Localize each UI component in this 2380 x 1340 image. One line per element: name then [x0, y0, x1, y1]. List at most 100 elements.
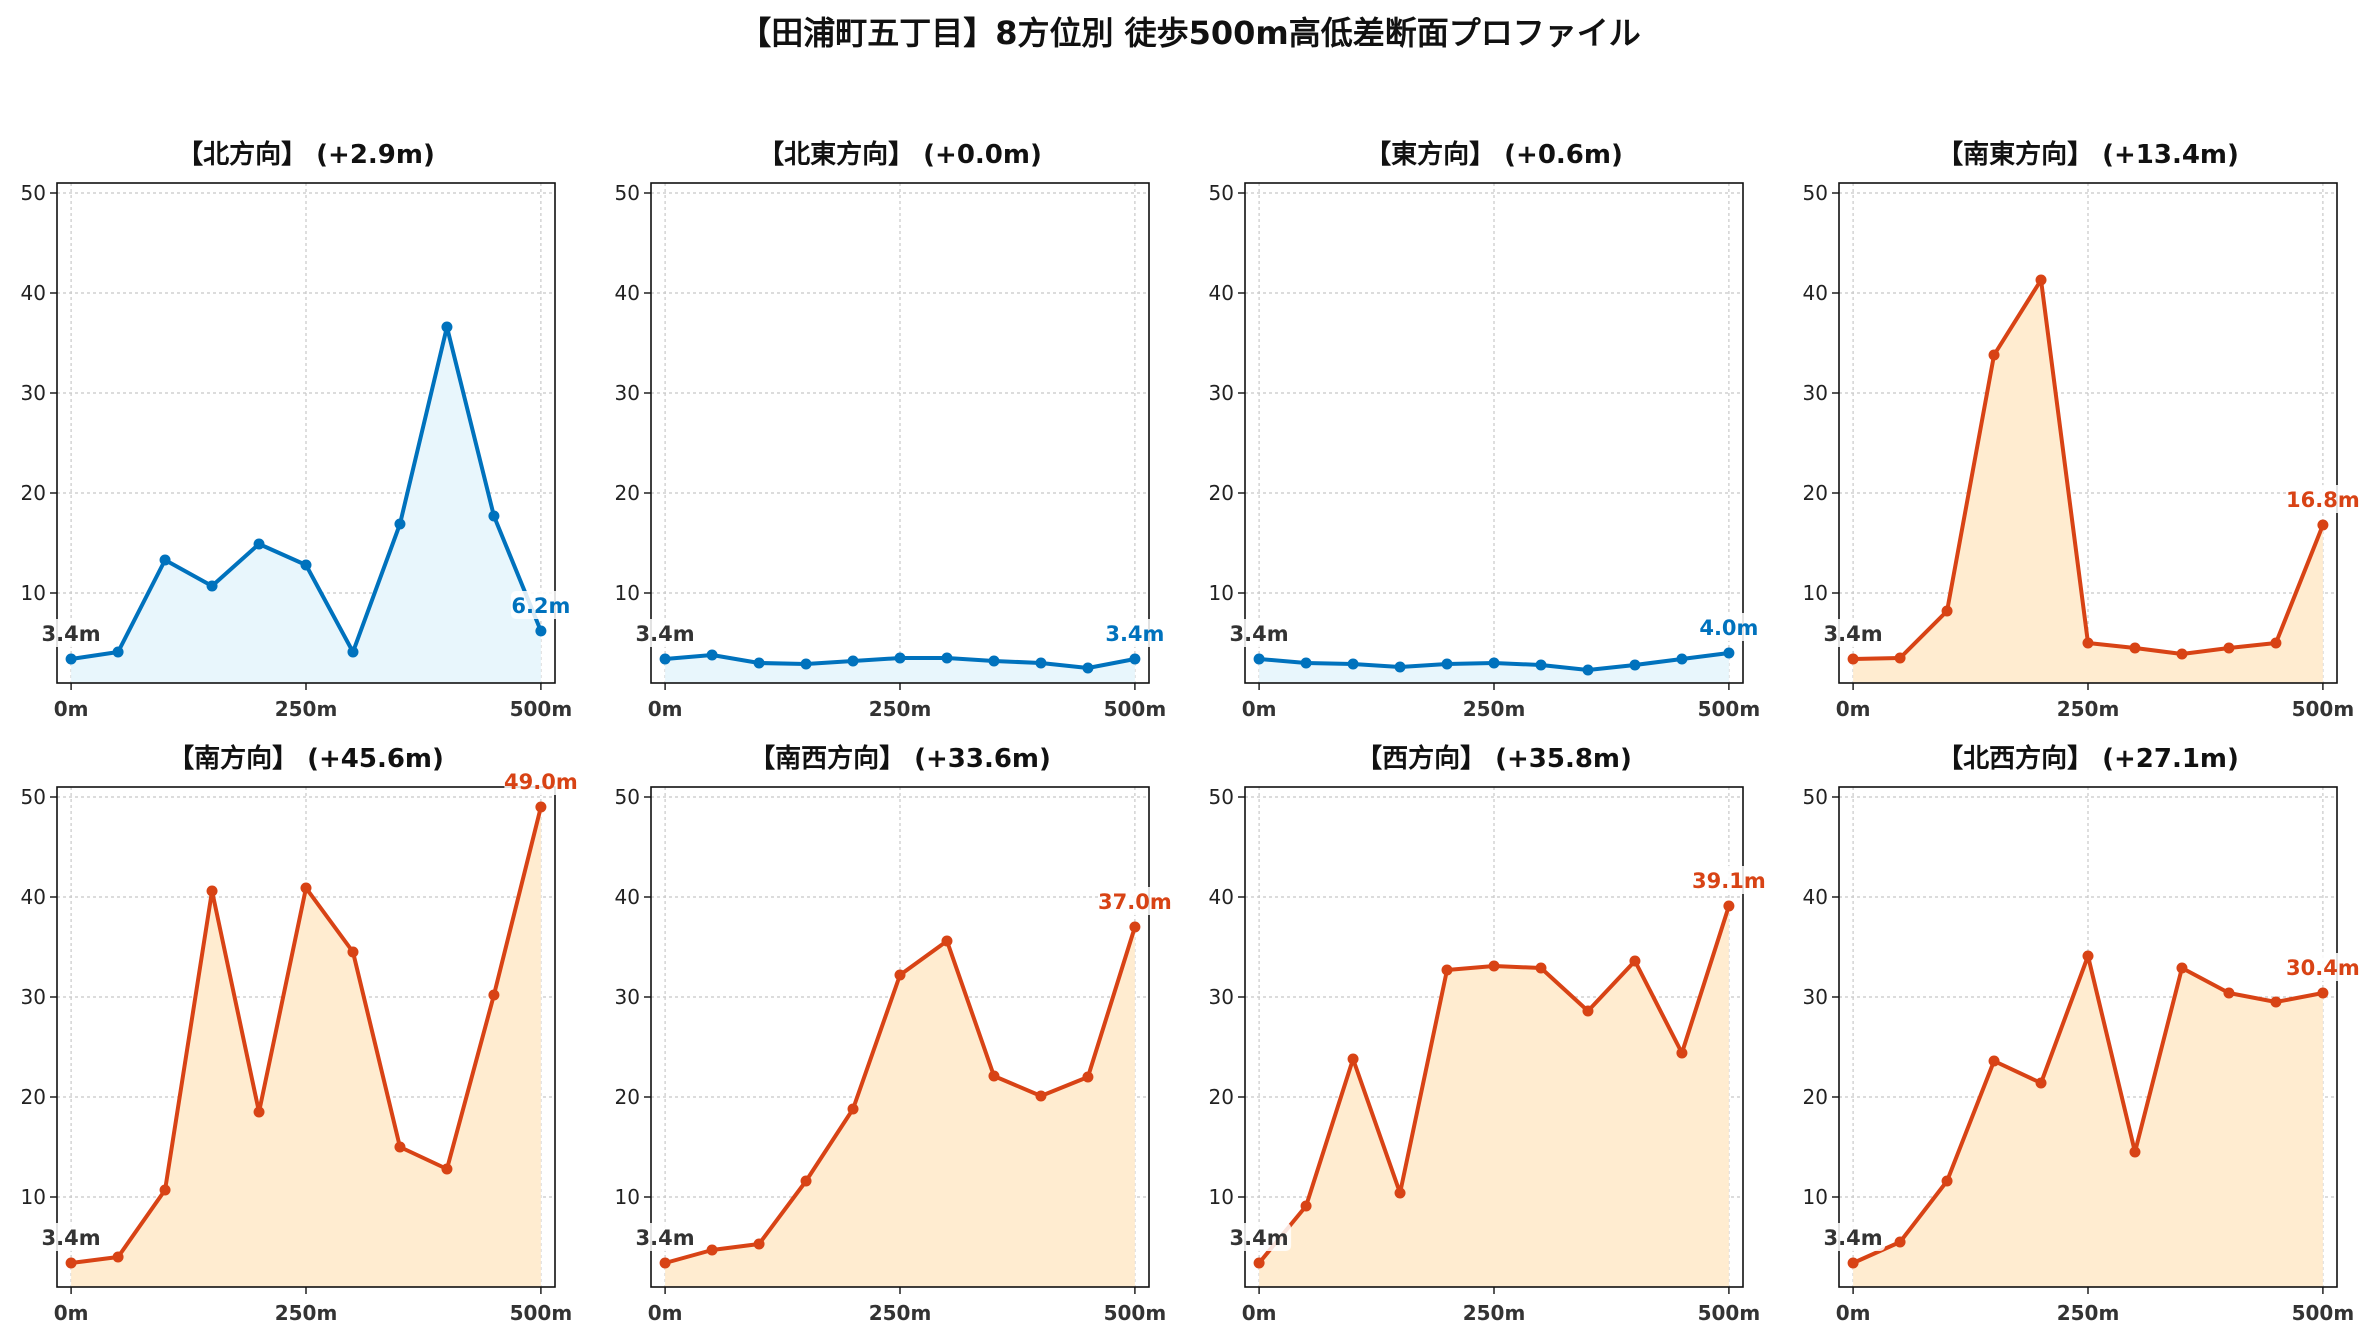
- data-point: [159, 554, 171, 566]
- start-label-bg: [1225, 1223, 1292, 1251]
- data-point: [1847, 1257, 1859, 1269]
- x-tick-label: 0m: [1242, 1301, 1277, 1325]
- elevation-area: [1259, 906, 1729, 1287]
- data-point: [488, 989, 500, 1001]
- x-tick-label: 250m: [2057, 697, 2120, 721]
- y-tick-label: 30: [21, 381, 46, 405]
- data-point: [659, 1257, 671, 1269]
- x-tick-label: 500m: [2292, 697, 2355, 721]
- data-point: [441, 1163, 453, 1175]
- panel-title: 【西方向】 (+35.8m): [1356, 743, 1632, 774]
- y-tick-label: 10: [1209, 581, 1234, 605]
- data-point: [1441, 964, 1453, 976]
- y-tick-label: 30: [1803, 985, 1828, 1009]
- data-point: [394, 1141, 406, 1153]
- data-point: [941, 652, 953, 664]
- panel-title: 【南東方向】 (+13.4m): [1937, 139, 2239, 170]
- data-point: [2035, 274, 2047, 286]
- start-elevation-label: 3.4m: [636, 622, 695, 646]
- data-point: [800, 1175, 812, 1187]
- data-point: [1394, 661, 1406, 673]
- end-label-bg: [2286, 953, 2360, 981]
- data-point: [159, 1184, 171, 1196]
- data-point: [706, 1244, 718, 1256]
- y-tick-label: 40: [21, 281, 46, 305]
- data-point: [2176, 962, 2188, 974]
- y-tick-label: 40: [1803, 885, 1828, 909]
- x-tick-label: 250m: [275, 697, 338, 721]
- y-tick-label: 10: [1803, 581, 1828, 605]
- x-tick-label: 250m: [869, 1301, 932, 1325]
- elevation-area: [665, 927, 1135, 1287]
- start-label-bg: [37, 619, 104, 647]
- x-tick-label: 250m: [275, 1301, 338, 1325]
- x-tick-label: 500m: [1104, 697, 1167, 721]
- start-elevation-label: 3.4m: [1230, 1226, 1289, 1250]
- y-tick-label: 40: [21, 885, 46, 909]
- y-tick-label: 50: [615, 181, 640, 205]
- panel-title: 【北西方向】 (+27.1m): [1937, 743, 2239, 774]
- start-label-bg: [1819, 1223, 1886, 1251]
- y-tick-label: 20: [615, 1085, 640, 1109]
- y-tick-label: 20: [1209, 481, 1234, 505]
- data-point: [535, 625, 547, 637]
- x-tick-label: 250m: [1463, 1301, 1526, 1325]
- data-point: [65, 1257, 77, 1269]
- data-point: [1300, 657, 1312, 669]
- data-point: [1253, 653, 1265, 665]
- data-point: [1441, 658, 1453, 670]
- data-point: [347, 946, 359, 958]
- end-elevation-label: 4.0m: [1699, 616, 1758, 640]
- y-tick-label: 40: [1209, 885, 1234, 909]
- data-point: [2317, 519, 2329, 531]
- data-point: [2317, 987, 2329, 999]
- x-tick-label: 0m: [1836, 1301, 1871, 1325]
- data-point: [1582, 664, 1594, 676]
- start-elevation-label: 3.4m: [1824, 1226, 1883, 1250]
- end-elevation-label: 16.8m: [2286, 488, 2360, 512]
- data-point: [1300, 1200, 1312, 1212]
- start-elevation-label: 3.4m: [636, 1226, 695, 1250]
- x-tick-label: 250m: [2057, 1301, 2120, 1325]
- end-elevation-label: 6.2m: [511, 594, 570, 618]
- data-point: [2129, 1146, 2141, 1158]
- data-point: [1676, 1047, 1688, 1059]
- data-point: [1629, 955, 1641, 967]
- data-point: [300, 882, 312, 894]
- y-tick-label: 50: [21, 785, 46, 809]
- data-point: [2129, 642, 2141, 654]
- data-point: [1082, 662, 1094, 674]
- data-point: [1723, 647, 1735, 659]
- elevation-line: [1851, 278, 2325, 661]
- y-tick-label: 50: [1209, 785, 1234, 809]
- data-point: [894, 969, 906, 981]
- y-tick-label: 30: [1209, 985, 1234, 1009]
- y-tick-label: 40: [615, 885, 640, 909]
- data-point: [394, 518, 406, 530]
- data-point: [206, 580, 218, 592]
- end-elevation-label: 49.0m: [504, 770, 578, 794]
- data-point: [1035, 1090, 1047, 1102]
- data-point: [1035, 657, 1047, 669]
- data-point: [847, 655, 859, 667]
- y-tick-label: 30: [615, 985, 640, 1009]
- y-tick-label: 20: [21, 481, 46, 505]
- data-point: [2270, 637, 2282, 649]
- data-point: [1941, 1175, 1953, 1187]
- y-tick-label: 50: [21, 181, 46, 205]
- end-elevation-label: 30.4m: [2286, 956, 2360, 980]
- panel-title: 【北方向】 (+2.9m): [177, 139, 435, 170]
- data-point: [1535, 962, 1547, 974]
- data-point: [1394, 1187, 1406, 1199]
- x-tick-label: 500m: [1698, 1301, 1761, 1325]
- x-tick-label: 500m: [510, 697, 573, 721]
- data-point: [753, 657, 765, 669]
- x-tick-label: 250m: [869, 697, 932, 721]
- x-tick-label: 500m: [2292, 1301, 2355, 1325]
- data-point: [1347, 1053, 1359, 1065]
- end-label-bg: [1692, 866, 1766, 894]
- data-point: [253, 538, 265, 550]
- data-point: [1988, 1055, 2000, 1067]
